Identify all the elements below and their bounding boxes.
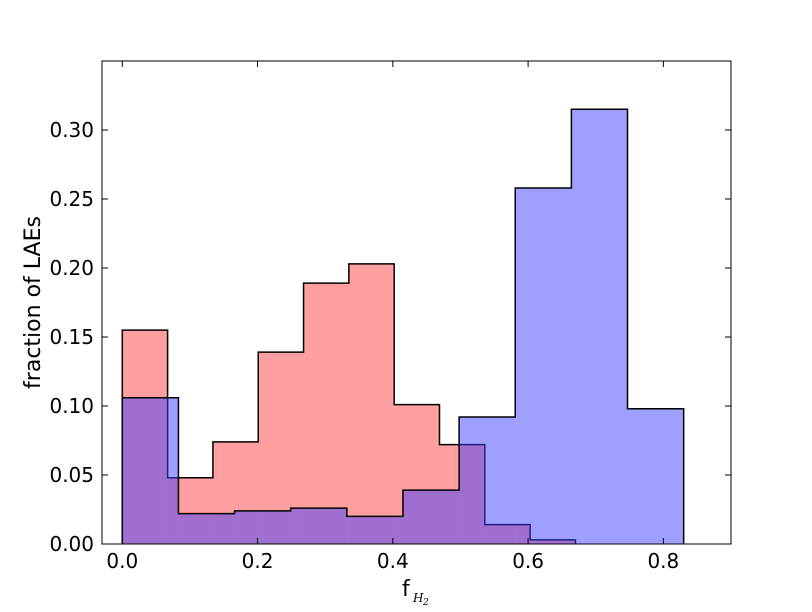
histogram-series-2 — [121, 108, 685, 545]
x-tick-label: 0.4 — [377, 549, 409, 573]
histogram-bar — [571, 109, 628, 545]
histogram-bar — [515, 187, 572, 544]
y-tick-label: 0.30 — [49, 118, 94, 142]
x-tick-label: 0.0 — [106, 549, 138, 573]
histogram-bar — [348, 263, 395, 544]
plot-frame — [101, 60, 732, 545]
x-axis-label-subsubscript: 2 — [422, 598, 429, 608]
histogram-bar — [346, 516, 403, 544]
histogram-bar — [303, 283, 349, 544]
ticks-layer: 0.0 0.2 0.4 0.6 0.8 0.00 0.05 0.10 0.15 0.20 0.25 0… — [49, 61, 731, 573]
y-tick-label: 0.10 — [49, 394, 94, 418]
histogram-bar — [627, 408, 684, 544]
y-axis-label: fraction of LAEs — [21, 216, 46, 389]
x-tick-label: 0.2 — [242, 549, 274, 573]
histogram-bar — [459, 417, 516, 544]
histogram-bar — [402, 490, 460, 544]
y-tick-label: 0.25 — [49, 187, 94, 211]
x-axis-label: f H 2 — [402, 577, 429, 608]
histogram-outline — [121, 108, 685, 544]
x-axis-label-subscript: H — [412, 591, 424, 605]
x-tick-label: 0.6 — [512, 549, 544, 573]
histogram-bar — [178, 513, 235, 544]
x-axis-label-main: f — [402, 577, 411, 602]
series-layer — [121, 108, 685, 545]
y-tick-label: 0.05 — [49, 463, 94, 487]
y-tick-label: 0.00 — [49, 532, 94, 556]
y-tick-label: 0.15 — [49, 325, 94, 349]
histogram-bar — [234, 510, 291, 544]
y-tick-label: 0.20 — [49, 256, 94, 280]
x-tick-label: 0.8 — [647, 549, 679, 573]
histogram-bar — [290, 508, 347, 544]
histogram-bar — [122, 397, 179, 544]
